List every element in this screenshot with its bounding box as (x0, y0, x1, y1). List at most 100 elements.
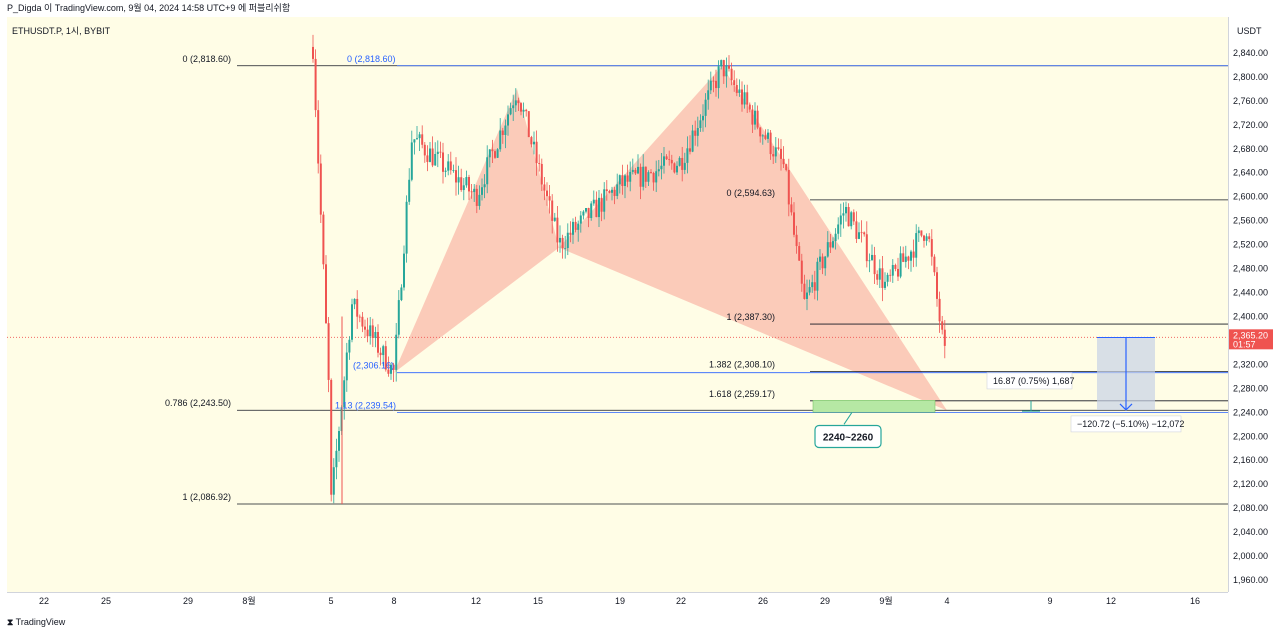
candle-body (943, 329, 946, 346)
candle-body (546, 190, 548, 197)
candle-body (543, 184, 546, 191)
x-tick-8: 19 (615, 596, 625, 606)
candle-body (850, 212, 853, 227)
candle-body (600, 197, 603, 212)
candle-body (421, 134, 424, 145)
candle-body (759, 127, 762, 137)
axis-currency: USDT (1237, 26, 1262, 36)
candle-body (686, 148, 689, 163)
y-tick-14: 2,320.00 (1233, 359, 1268, 369)
candle-body (852, 212, 855, 222)
candle-body (787, 170, 790, 205)
candle-body (673, 163, 676, 173)
candle-body (525, 109, 528, 112)
candle-body (491, 149, 494, 152)
candle-body (434, 154, 437, 166)
candle-body (655, 171, 658, 183)
candle-body (829, 242, 832, 248)
candle-body (442, 152, 444, 172)
candle-body (488, 149, 491, 158)
x-tick-6: 12 (471, 596, 481, 606)
candle-body (325, 264, 327, 324)
candle-body (650, 172, 652, 173)
fib-blue-label-1: (2,306.16) (353, 361, 394, 371)
candle-body (556, 217, 559, 243)
tradingview-logo[interactable]: ⧗ TradingView (7, 617, 65, 628)
candle-body (319, 163, 322, 215)
candle-body (551, 200, 554, 221)
candle-body (356, 298, 359, 317)
candle-body (707, 90, 710, 100)
candle-body (777, 147, 780, 149)
y-tick-21: 2,040.00 (1233, 527, 1268, 537)
candle-body (616, 184, 619, 196)
candle-body (418, 134, 421, 139)
candle-body (863, 232, 866, 235)
candle-body (535, 141, 538, 164)
candle-body (598, 197, 600, 218)
candle-body (826, 242, 829, 257)
candle-body (748, 104, 751, 110)
candle-body (891, 264, 894, 276)
symbol-label[interactable]: ETHUSDT.P, 1시, BYBIT (12, 26, 111, 36)
candle-body (910, 251, 912, 261)
y-tick-12: 2,400.00 (1233, 311, 1268, 321)
candle-body (845, 207, 847, 214)
candle-body (780, 148, 782, 159)
candle-body (618, 175, 621, 185)
candle-body (608, 191, 611, 193)
candle-body (860, 232, 863, 234)
candle-body (761, 135, 764, 137)
candle-body (384, 346, 387, 370)
candle-body (338, 431, 340, 451)
candle-body (699, 120, 702, 128)
y-tick-8: 2,560.00 (1233, 216, 1268, 226)
fib-ext-label-3: 1.618 (2,259.17) (709, 389, 775, 399)
candle-body (366, 329, 369, 337)
candle-body (559, 237, 561, 243)
y-tick-19: 2,120.00 (1233, 479, 1268, 489)
x-tick-15: 12 (1106, 596, 1116, 606)
y-tick-11: 2,440.00 (1233, 288, 1268, 298)
y-tick-7: 2,600.00 (1233, 192, 1268, 202)
candle-body (834, 233, 837, 242)
x-tick-4: 5 (328, 596, 333, 606)
candle-body (501, 130, 504, 135)
chart-canvas[interactable]: 0 (2,818.60) 0.786 (2,243.50) 1 (2,086.92)… (7, 17, 1228, 592)
candle-body (429, 148, 431, 162)
candle-body (876, 274, 879, 280)
candle-body (798, 246, 801, 261)
candle-body (561, 237, 564, 249)
fib-ext-label-2: 1.382 (2,308.10) (709, 360, 775, 370)
y-tick-10: 2,480.00 (1233, 264, 1268, 274)
candle-body (738, 89, 741, 93)
chart-area[interactable]: 0 (2,818.60) 0.786 (2,243.50) 1 (2,086.92)… (7, 17, 1228, 592)
candle-body (897, 268, 899, 277)
candle-body (514, 100, 517, 106)
fib-label-0: 0 (2,818.60) (182, 54, 231, 64)
candle-body (751, 109, 754, 125)
candle-body (741, 89, 743, 105)
candle-body (345, 352, 348, 381)
candle-body (629, 171, 632, 182)
candle-body (574, 221, 577, 230)
candle-body (733, 80, 736, 85)
candle-body (512, 105, 515, 109)
candle-body (390, 364, 392, 374)
candle-body (577, 223, 580, 230)
candle-body (327, 323, 330, 380)
candle-body (579, 215, 582, 224)
x-tick-2: 29 (183, 596, 193, 606)
candle-body (634, 169, 637, 174)
time-axis[interactable]: 22 25 29 8월 5 8 12 15 19 22 26 29 9월 4 9 12 16 (7, 592, 1228, 610)
candle-body (457, 177, 460, 183)
candle-body (423, 144, 426, 156)
candle-body (920, 230, 923, 236)
y-tick-1: 2,840.00 (1233, 48, 1268, 58)
candle-body (335, 450, 338, 468)
y-tick-3: 2,760.00 (1233, 96, 1268, 106)
pattern-triangle-xab (394, 88, 559, 373)
price-axis[interactable]: USDT 2,840.00 2,800.00 2,760.00 2,720.00 2,68… (1228, 17, 1274, 592)
candle-body (465, 177, 468, 186)
y-tick-16: 2,240.00 (1233, 407, 1268, 417)
